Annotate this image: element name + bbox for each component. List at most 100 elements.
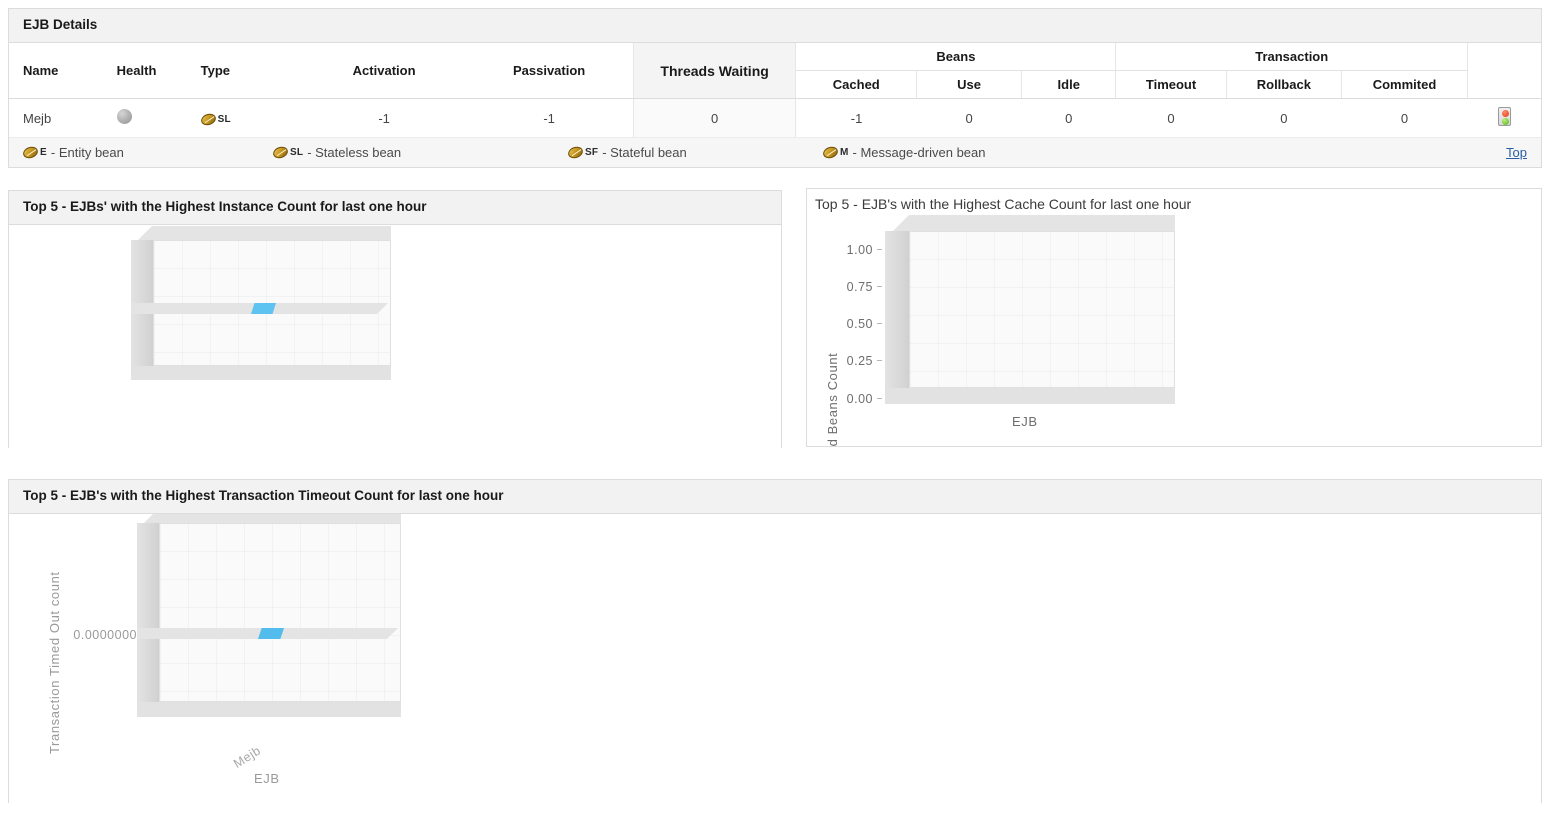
legend-item-stateful: SF - Stateful bean: [566, 144, 823, 161]
legend-cell: E- Entity bean SL - Stateless bean SF - St…: [9, 137, 1541, 167]
header-row-bottom: Cached Use Idle Timeout Rollback Commite…: [9, 70, 1541, 99]
plot-top-face: [893, 215, 1175, 231]
legend-tag-message-driven: M: [840, 147, 849, 158]
legend-item-stateless: SL - Stateless bean: [271, 144, 568, 161]
table-head: Name Health Type Activation Passivation …: [9, 43, 1541, 99]
ejb-details-table: Name Health Type Activation Passivation …: [9, 43, 1541, 167]
plot-left-wall: [137, 523, 159, 717]
cache-chart-y-tickmark-0: [877, 249, 882, 250]
cell-threads-waiting: 0: [632, 98, 797, 138]
column-header-type[interactable]: Type: [192, 43, 303, 99]
column-header-health[interactable]: Health: [108, 43, 193, 99]
plot-top-face: [138, 226, 391, 240]
cache-chart-y-tickmark-4: [877, 398, 882, 399]
legend-text-entity: - Entity bean: [50, 145, 124, 160]
cell-beans-use: 0: [916, 98, 1022, 138]
instance-count-chart-body[interactable]: Beans in Use 0.0000000 Mejb EJB: [9, 225, 781, 481]
cache-chart-y-tickmark-1: [877, 286, 882, 287]
cache-count-chart-panel: Top 5 - EJB's with the Highest Cache Cou…: [806, 188, 1542, 447]
cell-passivation: -1: [465, 98, 634, 138]
legend-tag-stateful: SF: [585, 147, 599, 158]
cache-chart-y-tick-4: 0.00: [846, 392, 873, 406]
column-header-name[interactable]: Name: [9, 43, 109, 99]
column-header-tx-rollback[interactable]: Rollback: [1225, 70, 1342, 99]
instance-count-chart-title: Top 5 - EJBs' with the Highest Instance …: [9, 191, 781, 225]
column-header-tx-commited[interactable]: Commited: [1341, 70, 1468, 99]
cache-chart-y-tick-1: 0.75: [846, 280, 873, 294]
cell-type: SL: [192, 98, 303, 138]
cell-tx-commited: 0: [1341, 98, 1468, 138]
cache-chart-x-axis-title: EJB: [1012, 414, 1038, 429]
legend-text-stateful: - Stateful bean: [602, 145, 687, 160]
zero-value-plane-edge: [377, 303, 388, 314]
column-header-threads-waiting[interactable]: Threads Waiting: [632, 43, 797, 99]
header-row-top: Name Health Type Activation Passivation …: [9, 43, 1541, 99]
cell-beans-cached: -1: [795, 98, 917, 138]
health-sphere-icon: [116, 109, 132, 124]
plot-floor: [885, 388, 1175, 404]
column-header-beans-cached[interactable]: Cached: [795, 70, 917, 99]
timeout-chart-bar-mejb[interactable]: [258, 628, 284, 639]
bean-type-tag: SL: [217, 113, 231, 125]
cache-chart-y-tick-2: 0.50: [846, 317, 873, 331]
zero-value-plane-edge: [387, 628, 398, 639]
timeout-chart-y-axis-title: Transaction Timed Out count: [47, 571, 62, 754]
traffic-light-icon[interactable]: [1497, 107, 1511, 126]
cell-name: Mejb: [9, 98, 109, 138]
timeout-chart-x-axis-title: EJB: [254, 771, 280, 786]
cell-actions[interactable]: [1467, 98, 1541, 138]
plot-floor: [137, 702, 401, 717]
cell-health: [108, 98, 193, 138]
cache-chart-y-tickmark-3: [877, 360, 882, 361]
legend-text-message-driven: - Message-driven bean: [852, 145, 986, 160]
legend-item-entity: E- Entity bean: [21, 144, 273, 161]
plot-floor-corner: [1159, 388, 1175, 404]
plot-back-face: [159, 523, 401, 702]
plot-top-face: [144, 514, 401, 523]
legend-row: E- Entity bean SL - Stateless bean SF - St…: [9, 137, 1541, 167]
instance-chart-bar-mejb[interactable]: [251, 303, 276, 314]
bean-icon: [271, 144, 290, 161]
cell-tx-rollback: 0: [1226, 98, 1342, 138]
column-group-header-transaction: Transaction: [1115, 43, 1468, 71]
plot-back-face: [909, 231, 1175, 388]
column-header-passivation[interactable]: Passivation: [465, 43, 634, 99]
bean-icon: [566, 144, 585, 161]
legend-item-message-driven: M- Message-driven bean: [821, 144, 986, 161]
cell-activation: -1: [302, 98, 466, 138]
column-header-tx-timeout[interactable]: Timeout: [1115, 70, 1227, 99]
transaction-timeout-chart-title: Top 5 - EJB's with the Highest Transacti…: [9, 480, 1541, 514]
column-group-header-beans: Beans: [795, 43, 1117, 71]
plot-floor-corner: [377, 366, 391, 380]
transaction-timeout-chart-body[interactable]: Transaction Timed Out count 0.0000000 Me…: [9, 514, 1541, 836]
column-header-beans-idle[interactable]: Idle: [1021, 70, 1117, 99]
column-header-activation[interactable]: Activation: [302, 43, 466, 99]
top-link[interactable]: Top: [1506, 145, 1527, 160]
cache-chart-y-tick-3: 0.25: [846, 354, 873, 368]
cache-chart-y-tickmark-2: [877, 323, 882, 324]
timeout-chart-y-tick-0: 0.0000000: [73, 628, 137, 642]
plot-floor-corner: [386, 702, 401, 717]
legend-text-stateless: - Stateless bean: [307, 145, 402, 160]
cache-count-chart-body[interactable]: Top 5 - EJB's with the Highest Cache Cou…: [807, 189, 1541, 446]
table-row[interactable]: Mejb SL -1 -1 0 -1 0 0 0 0 0: [9, 98, 1541, 138]
bean-icon: [21, 144, 40, 161]
column-header-actions: [1467, 43, 1541, 99]
legend-tag-entity: E: [40, 147, 47, 158]
cache-chart-plot-area: [885, 215, 1175, 405]
cell-tx-timeout: 0: [1115, 98, 1227, 138]
table-body: Mejb SL -1 -1 0 -1 0 0 0 0 0: [9, 98, 1541, 167]
plot-floor: [131, 366, 391, 380]
ejb-details-panel: EJB Details Name Health Type Activation …: [8, 8, 1542, 168]
traffic-green-light: [1501, 118, 1509, 125]
traffic-red-light: [1501, 110, 1509, 117]
legend-tag-stateless: SL: [290, 147, 304, 158]
cache-chart-y-tick-0: 1.00: [846, 243, 873, 257]
bean-icon: [821, 144, 840, 161]
instance-count-chart-panel: Top 5 - EJBs' with the Highest Instance …: [8, 190, 782, 481]
instance-chart-plot-area: [131, 226, 391, 381]
column-header-beans-use[interactable]: Use: [916, 70, 1022, 99]
cache-count-chart-title: Top 5 - EJB's with the Highest Cache Cou…: [815, 196, 1192, 212]
timeout-chart-plot-area: [137, 514, 401, 718]
bean-icon: [199, 111, 217, 127]
